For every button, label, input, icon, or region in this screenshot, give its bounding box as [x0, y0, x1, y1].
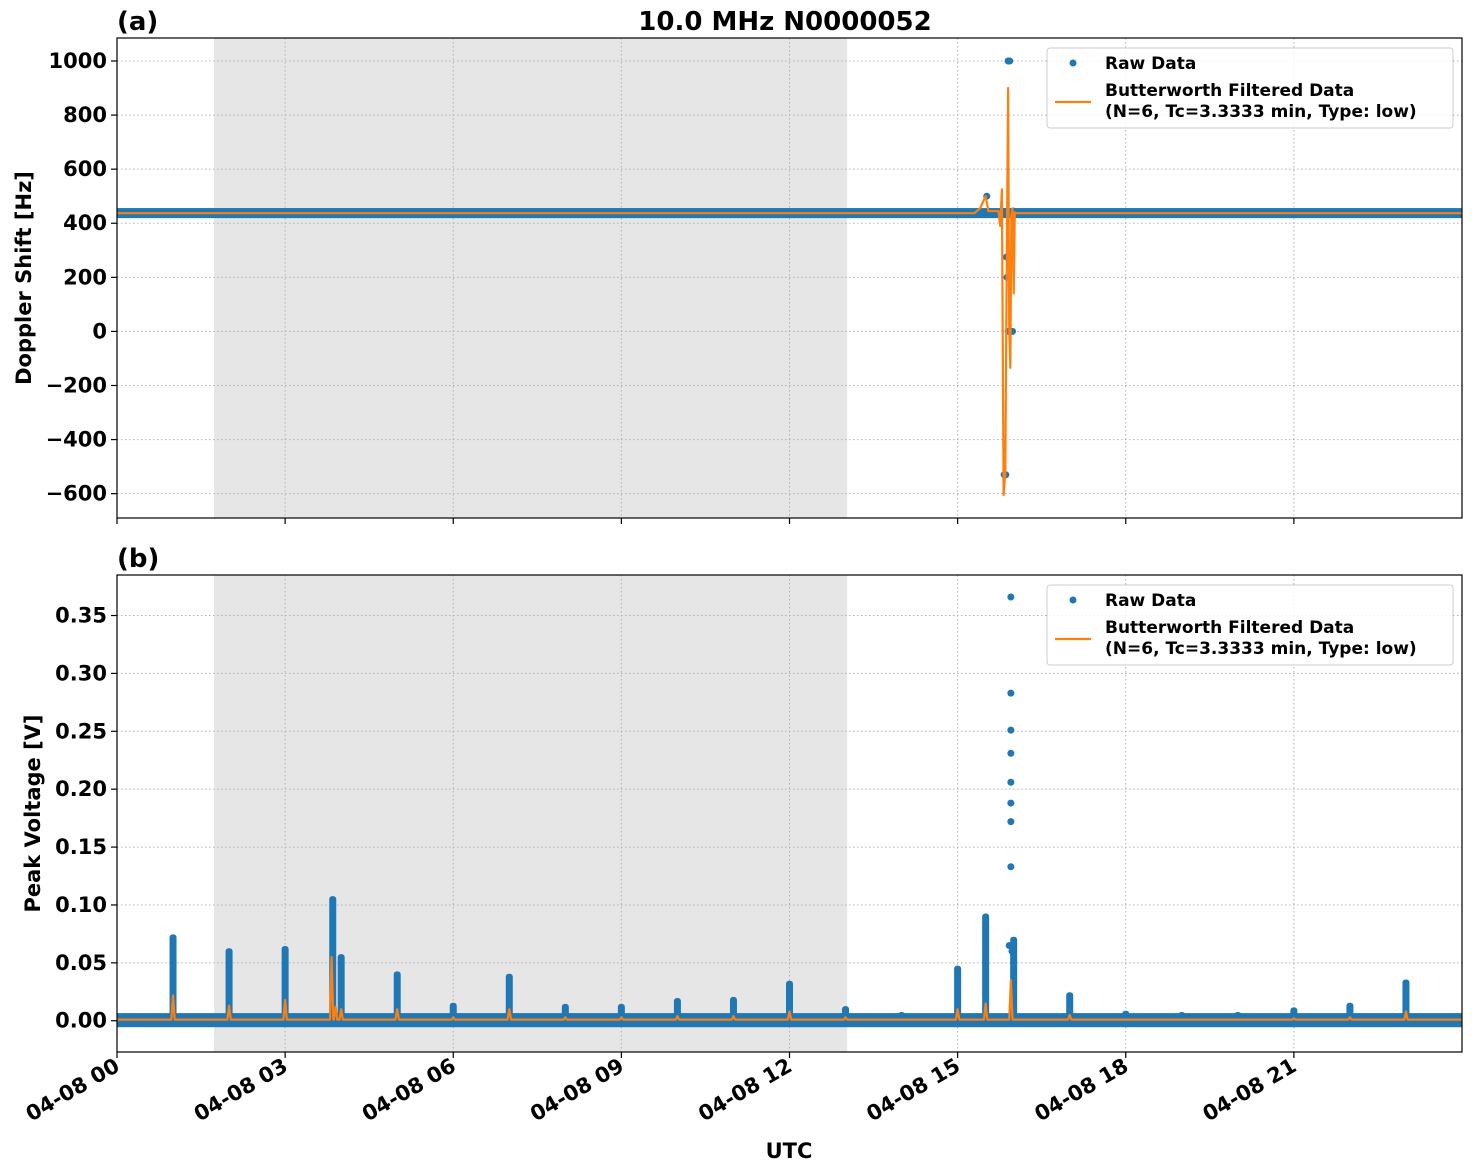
x-tick-label: 04-08 09: [526, 1054, 628, 1127]
x-axis-label: UTC: [766, 1139, 813, 1163]
panel-label: (b): [117, 544, 159, 574]
raw-data-spike: [1066, 992, 1074, 1021]
y-axis-label: Peak Voltage [V]: [21, 714, 45, 912]
x-tick-label: 04-08 00: [22, 1054, 124, 1127]
raw-data-point: [1007, 778, 1015, 786]
raw-data-spike: [673, 998, 681, 1021]
raw-data-spike: [449, 1002, 457, 1021]
x-tick-label: 04-08 18: [1030, 1054, 1132, 1127]
raw-data-spike: [281, 945, 289, 1021]
legend-filtered-label: Butterworth Filtered Data: [1105, 81, 1354, 101]
y-tick-label: 0.00: [55, 1009, 107, 1033]
legend-filtered-label: Butterworth Filtered Data: [1105, 618, 1354, 638]
legend-raw-marker: [1069, 596, 1077, 604]
y-tick-label: −600: [46, 482, 107, 506]
y-tick-label: 200: [63, 265, 107, 289]
raw-data-spike: [337, 954, 345, 1021]
legend-box: [1046, 584, 1454, 666]
raw-data-spike: [505, 973, 513, 1021]
legend-raw-marker: [1069, 59, 1077, 67]
raw-data-spike: [393, 971, 401, 1021]
y-tick-label: 0.15: [55, 835, 107, 859]
plot-area: [117, 57, 1462, 497]
shaded-interval: [213, 38, 848, 518]
legend: Raw Data Butterworth Filtered Data(N=6, T…: [1046, 584, 1454, 666]
panel-label: (a): [117, 7, 158, 37]
raw-data-point: [1007, 689, 1015, 697]
raw-data-point: [1007, 818, 1015, 826]
raw-data-point: [1005, 941, 1013, 949]
raw-data-point: [1008, 947, 1016, 955]
y-tick-label: 0.35: [55, 604, 107, 628]
plot-area: [117, 593, 1462, 1028]
filtered-data-line: [117, 955, 1462, 1021]
raw-data-point: [1007, 593, 1015, 601]
raw-data-spike: [169, 934, 177, 1021]
x-tick-label: 04-08 12: [694, 1054, 796, 1127]
raw-data-spike: [842, 1006, 850, 1021]
y-tick-label: 0.30: [55, 661, 107, 685]
y-tick-label: 600: [63, 157, 107, 181]
x-tick-label: 04-08 03: [190, 1054, 292, 1127]
raw-data-spike: [954, 965, 962, 1021]
raw-data-spike: [1122, 1010, 1130, 1021]
legend-filtered-params: (N=6, Tc=3.3333 min, Type: low): [1105, 102, 1417, 122]
legend-filtered-params: (N=6, Tc=3.3333 min, Type: low): [1105, 639, 1417, 659]
raw-data-spike: [225, 948, 233, 1021]
x-tick-label: 04-08 15: [862, 1054, 964, 1127]
x-tick-label: 04-08 21: [1199, 1054, 1301, 1127]
raw-data-point: [1007, 749, 1015, 757]
raw-data-spike: [561, 1003, 569, 1021]
raw-data-point: [1006, 57, 1014, 65]
y-tick-label: −400: [46, 428, 107, 452]
y-tick-label: 400: [63, 211, 107, 235]
y-tick-label: 1000: [49, 49, 107, 73]
shaded-interval: [213, 575, 848, 1052]
panel-a-doppler-shift: −600 −400 −200 0 200 400 600 800 1000 (a) Doppler …: [12, 7, 1463, 524]
raw-data-spike: [1402, 979, 1410, 1021]
y-tick-label: 0.05: [55, 951, 107, 975]
y-tick-label: 0: [92, 319, 107, 343]
x-tick-label: 04-08 06: [358, 1054, 460, 1127]
legend-raw-label: Raw Data: [1105, 591, 1196, 611]
raw-data-point: [1007, 863, 1015, 871]
raw-data-spike: [1290, 1007, 1298, 1021]
panel-b-peak-voltage: 0.00 0.05 0.10 0.15 0.20 0.25 0.30 0.35 04-08 00…: [21, 544, 1463, 1127]
y-tick-label: 800: [63, 103, 107, 127]
raw-data-spike: [786, 980, 793, 1021]
y-axis-label: Doppler Shift [Hz]: [12, 171, 36, 385]
legend-raw-label: Raw Data: [1105, 54, 1196, 74]
raw-data-spike: [1346, 1002, 1354, 1021]
raw-data-spike: [729, 996, 737, 1021]
raw-data-spike: [617, 1003, 625, 1021]
y-tick-label: −200: [46, 373, 107, 397]
y-tick-label: 0.20: [55, 777, 107, 801]
legend-box: [1046, 47, 1454, 129]
raw-data-point: [1007, 799, 1015, 807]
y-tick-label: 0.10: [55, 893, 107, 917]
figure-title: 10.0 MHz N0000052: [638, 7, 931, 37]
legend: Raw Data Butterworth Filtered Data(N=6, T…: [1046, 47, 1454, 129]
raw-data-point: [1007, 726, 1015, 734]
y-tick-label: 0.25: [55, 719, 107, 743]
filtered-data-line: [117, 86, 1462, 497]
raw-data-spike: [982, 913, 990, 1021]
